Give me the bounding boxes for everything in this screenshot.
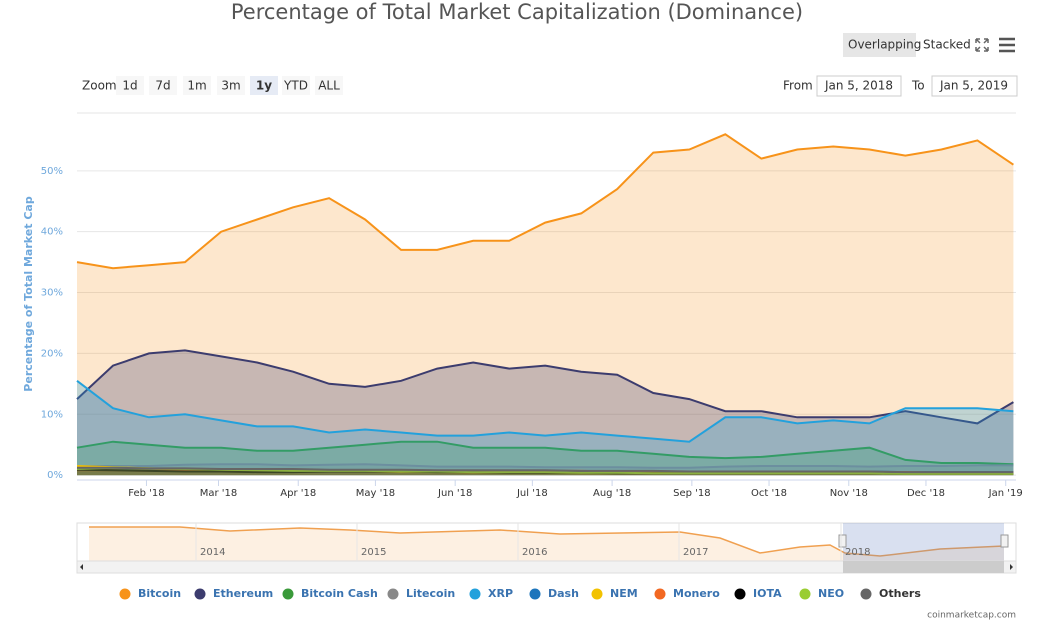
navigator-area: [89, 527, 1004, 563]
legend-label[interactable]: IOTA: [753, 587, 782, 600]
series-line: [76, 440, 1014, 466]
zoom-button[interactable]: 1y: [256, 79, 272, 93]
area-fill: [77, 466, 1014, 476]
chart-title: Percentage of Total Market Capitalizatio…: [231, 0, 803, 24]
from-value: Jan 5, 2018: [824, 79, 893, 93]
x-tick-label: May '18: [356, 488, 395, 499]
fullscreen-icon[interactable]: [975, 38, 989, 52]
y-tick-label: 50%: [41, 166, 63, 177]
legend-label[interactable]: Litecoin: [406, 587, 455, 600]
legend-swatch[interactable]: [469, 588, 481, 600]
zoom-button-bg[interactable]: [183, 76, 211, 95]
x-tick-label: Jul '18: [516, 488, 548, 499]
y-tick-label: 0%: [47, 470, 63, 481]
zoom-button[interactable]: 1m: [187, 79, 206, 93]
zoom-button[interactable]: ALL: [318, 79, 340, 93]
x-tick-label: Mar '18: [200, 488, 238, 499]
zoom-button-bg[interactable]: [250, 76, 278, 95]
credit: coinmarketcap.com: [927, 611, 1016, 621]
y-tick-label: 10%: [41, 409, 63, 420]
series-line: [77, 463, 1014, 469]
legend-swatch[interactable]: [591, 588, 603, 600]
navigator-label: 2017: [683, 547, 708, 558]
x-tick-label: Feb '18: [128, 488, 164, 499]
legend-swatch[interactable]: [654, 588, 666, 600]
zoom-button[interactable]: 3m: [221, 79, 240, 93]
view-button[interactable]: Stacked: [923, 38, 971, 52]
series-line: [76, 133, 1014, 270]
series-line: [76, 380, 1014, 443]
navigator-label: 2016: [522, 547, 547, 558]
legend-label[interactable]: Monero: [673, 587, 720, 600]
area-fill: [77, 350, 1014, 476]
legend-label[interactable]: Dash: [548, 587, 579, 600]
legend-label[interactable]: XRP: [488, 587, 513, 600]
y-tick-label: 20%: [41, 348, 63, 359]
zoom-button[interactable]: 7d: [155, 79, 170, 93]
zoom-button-bg[interactable]: [149, 76, 177, 95]
view-button-bg: [843, 33, 916, 57]
navigator-label: 2018: [845, 547, 870, 558]
series-line: [77, 466, 1014, 474]
legend-swatch[interactable]: [282, 588, 294, 600]
menu-icon[interactable]: [999, 37, 1015, 53]
area-fill: [77, 380, 1014, 476]
legend-label[interactable]: NEM: [610, 587, 638, 600]
zoom-button-bg[interactable]: [315, 76, 343, 95]
area-fill: [77, 467, 1014, 476]
x-tick-label: Dec '18: [907, 488, 945, 499]
navigator-label: 2014: [200, 547, 225, 558]
legend-swatch[interactable]: [860, 588, 872, 600]
legend-label[interactable]: Bitcoin: [138, 587, 181, 600]
legend-label[interactable]: Others: [879, 587, 921, 600]
legend-label[interactable]: Bitcoin Cash: [301, 587, 378, 600]
to-label: To: [911, 79, 925, 93]
navigator-handle[interactable]: [838, 534, 847, 548]
legend-swatch[interactable]: [734, 588, 746, 600]
x-tick-label: Aug '18: [593, 488, 631, 499]
x-tick-label: Sep '18: [673, 488, 711, 499]
from-label: From: [783, 79, 813, 93]
series-line: [76, 349, 1014, 425]
from-input[interactable]: [816, 75, 902, 97]
scrollbar-thumb[interactable]: [843, 561, 1004, 573]
to-value: Jan 5, 2019: [939, 79, 1008, 93]
y-tick-label: 30%: [41, 288, 63, 299]
zoom-button-bg[interactable]: [282, 76, 310, 95]
legend-swatch[interactable]: [799, 588, 811, 600]
x-tick-label: Apr '18: [280, 488, 316, 499]
legend-swatch[interactable]: [387, 588, 399, 600]
zoom-button-bg[interactable]: [217, 76, 245, 95]
zoom-label: Zoom: [82, 79, 117, 93]
legend-swatch[interactable]: [194, 588, 206, 600]
view-button[interactable]: Overlapping: [848, 38, 921, 52]
legend-label[interactable]: Ethereum: [213, 587, 273, 600]
zoom-button-bg[interactable]: [116, 76, 144, 95]
scrollbar-track[interactable]: [76, 560, 1017, 574]
navigator[interactable]: [76, 522, 1017, 574]
zoom-button[interactable]: YTD: [283, 79, 308, 93]
legend-swatch[interactable]: [529, 588, 541, 600]
to-input[interactable]: [931, 75, 1018, 97]
y-axis-label: Percentage of Total Market Cap: [22, 196, 35, 392]
zoom-button[interactable]: 1d: [122, 79, 137, 93]
x-tick-label: Nov '18: [830, 488, 868, 499]
area-fill: [77, 134, 1014, 476]
x-tick-label: Jan '19: [988, 488, 1023, 499]
navigator-line: [89, 526, 1005, 557]
legend-label[interactable]: NEO: [818, 587, 844, 600]
navigator-label: 2015: [361, 547, 386, 558]
x-tick-label: Oct '18: [751, 488, 787, 499]
x-tick-label: Jun '18: [437, 488, 472, 499]
legend-swatch[interactable]: [119, 588, 131, 600]
navigator-handle[interactable]: [1000, 534, 1009, 548]
y-tick-label: 40%: [41, 227, 63, 238]
